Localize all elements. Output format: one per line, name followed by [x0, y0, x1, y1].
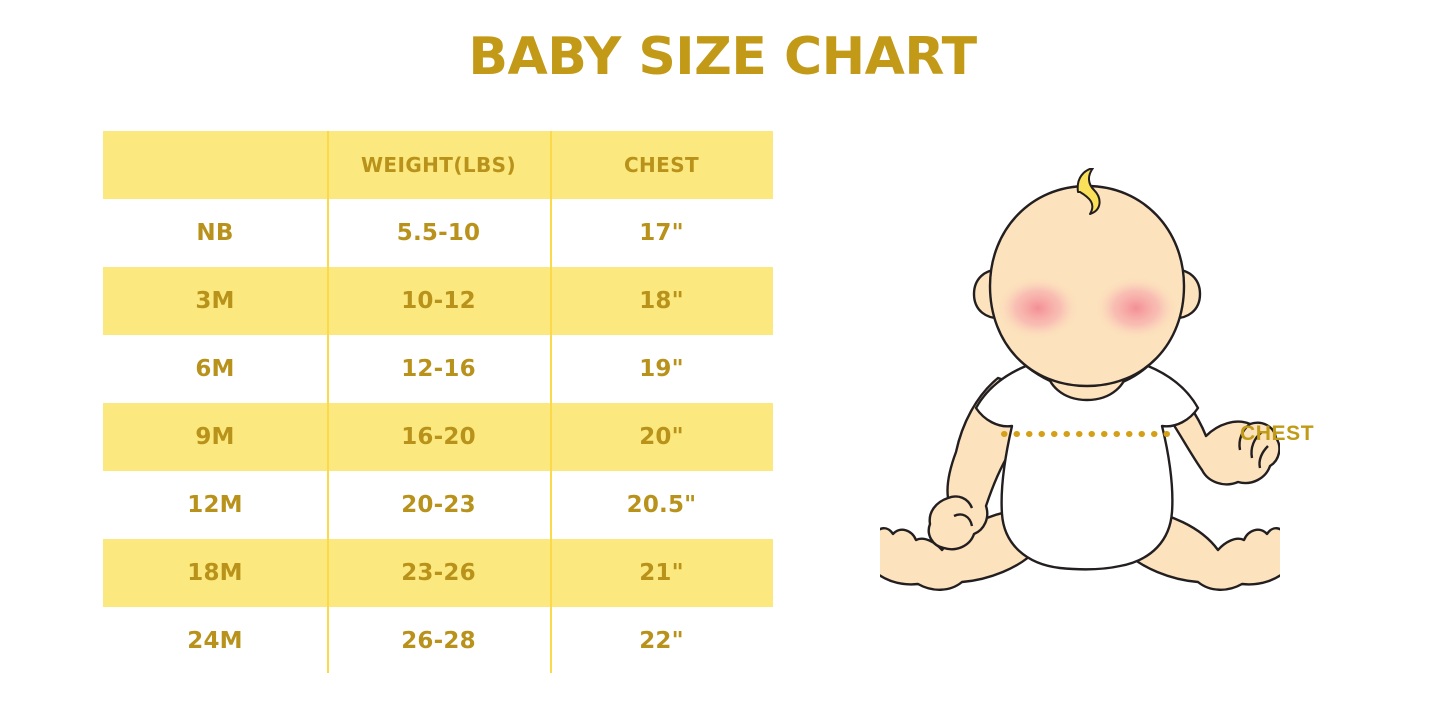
cell-chest: 19"	[639, 356, 684, 382]
cell-weight: 12-16	[401, 356, 476, 382]
cell-size: 3M	[195, 288, 235, 314]
baby-illustration	[880, 168, 1280, 600]
header-cell-size	[103, 131, 327, 199]
cell-size: NB	[196, 220, 234, 246]
cell-chest: 22"	[639, 628, 684, 654]
header-cell-weight: WEIGHT(LBS)	[360, 153, 517, 177]
table-row[interactable]: 18M 23-26 21"	[103, 539, 773, 607]
table-header-row: WEIGHT(LBS) CHEST	[103, 131, 773, 199]
baby-hair-curl	[1076, 168, 1101, 215]
cell-size: 9M	[195, 424, 235, 450]
cell-size: 12M	[187, 492, 243, 518]
cell-size: 18M	[187, 560, 243, 586]
cell-weight: 5.5-10	[396, 220, 481, 246]
table-row[interactable]: 24M 26-28 22"	[103, 607, 773, 675]
cell-chest: 21"	[639, 560, 684, 586]
cell-weight: 23-26	[401, 560, 476, 586]
table-row[interactable]: 9M 16-20 20"	[103, 403, 773, 471]
cell-chest: 17"	[639, 220, 684, 246]
header-cell-chest: CHEST	[623, 153, 700, 177]
page-title: BABY SIZE CHART	[468, 27, 977, 87]
table-row[interactable]: 3M 10-12 18"	[103, 267, 773, 335]
cell-chest: 20"	[639, 424, 684, 450]
cell-weight: 10-12	[401, 288, 476, 314]
table-row[interactable]: 12M 20-23 20.5"	[103, 471, 773, 539]
baby-right-blush	[1094, 276, 1178, 340]
table-row[interactable]: 6M 12-16 19"	[103, 335, 773, 403]
cell-size: 24M	[187, 628, 243, 654]
chest-measurement-label: CHEST	[1240, 422, 1315, 445]
cell-weight: 26-28	[401, 628, 476, 654]
cell-size: 6M	[195, 356, 235, 382]
table-row[interactable]: NB 5.5-10 17"	[103, 199, 773, 267]
cell-weight: 16-20	[401, 424, 476, 450]
column-divider-2	[550, 131, 552, 673]
baby-head	[988, 184, 1186, 388]
baby-left-blush	[996, 276, 1080, 340]
size-chart-table: WEIGHT(LBS) CHEST NB 5.5-10 17" 3M 10-12…	[103, 131, 773, 673]
cell-chest: 18"	[639, 288, 684, 314]
cell-weight: 20-23	[401, 492, 476, 518]
cell-chest: 20.5"	[626, 492, 697, 518]
column-divider-1	[327, 131, 329, 673]
